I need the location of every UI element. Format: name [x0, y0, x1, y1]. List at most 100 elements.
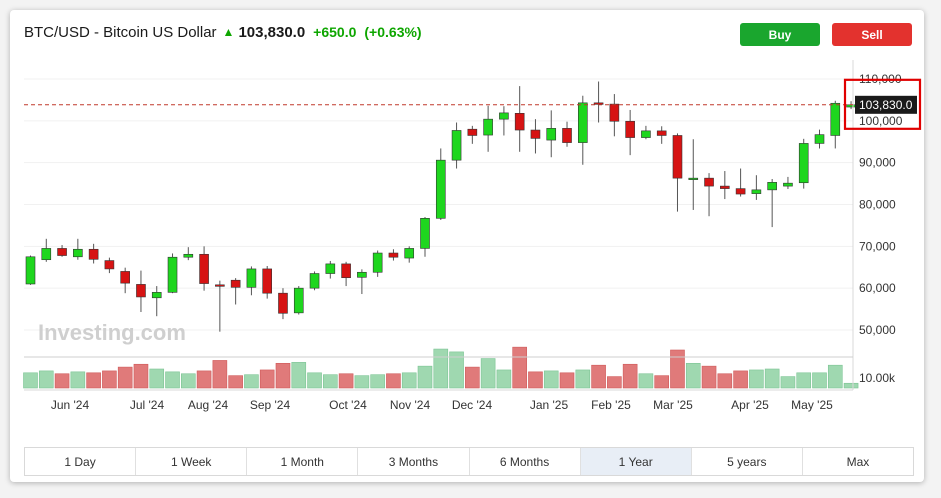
- candle: [704, 173, 714, 217]
- volume-bar: [38, 370, 54, 389]
- y-tick-label: 90,000: [859, 156, 896, 170]
- volume-bar: [543, 370, 559, 389]
- candle: [798, 138, 809, 189]
- x-tick-label: Aug '24: [188, 398, 229, 412]
- candle-body: [151, 292, 162, 299]
- tab-1-month[interactable]: 1 Month: [247, 448, 359, 475]
- instrument-header: BTC/USD - Bitcoin US Dollar ▲ 103,830.0 …: [24, 21, 422, 43]
- tab-1-year[interactable]: 1 Year: [580, 448, 692, 475]
- volume-tick-label: 10.00k: [859, 371, 896, 385]
- candle-body: [593, 102, 604, 105]
- volume-bar: [354, 375, 370, 389]
- candle: [104, 257, 115, 274]
- volume-bar: [401, 372, 417, 389]
- candle-body: [704, 177, 714, 187]
- volume-bar: [228, 375, 243, 389]
- x-tick-label: Nov '24: [390, 398, 431, 412]
- candle-body: [798, 143, 809, 184]
- axes: 50,00060,00070,00080,00090,000100,000110…: [24, 60, 903, 412]
- candle: [404, 246, 415, 263]
- candle-body: [672, 135, 683, 179]
- volume-bar: [717, 373, 733, 389]
- volume-bar: [670, 349, 685, 389]
- candle: [593, 81, 604, 123]
- watermark-text: Investing.com: [38, 320, 186, 345]
- candle-body: [783, 182, 793, 187]
- tab-3-months[interactable]: 3 Months: [358, 448, 470, 475]
- candle: [625, 109, 635, 156]
- current-price-box: [855, 95, 917, 114]
- volume-bar: [291, 362, 307, 389]
- candle-body: [104, 260, 115, 270]
- candle: [167, 253, 178, 294]
- candle: [783, 176, 793, 190]
- volume-bars: [23, 346, 859, 389]
- candle: [751, 175, 762, 200]
- candle: [451, 122, 462, 169]
- price-chart[interactable]: Investing.com 50,000 60,000 70,000 80,000 90…: [10, 10, 924, 440]
- candle-body: [404, 248, 415, 259]
- volume-bar: [827, 364, 843, 389]
- x-tick-label: Sep '24: [250, 398, 291, 412]
- candle-body: [246, 268, 257, 288]
- volume-bar: [196, 370, 212, 389]
- tab-1-day[interactable]: 1 Day: [25, 448, 137, 475]
- current-price-label: 103,830.0: [859, 98, 913, 112]
- up-arrow-icon: ▲: [222, 25, 235, 39]
- y-tick-label: 80,000: [859, 198, 896, 212]
- candle-body: [735, 188, 746, 195]
- sell-button[interactable]: Sell: [832, 23, 912, 46]
- x-tick-label: Feb '25: [591, 398, 631, 412]
- candle: [720, 171, 730, 200]
- volume-bar: [780, 376, 796, 389]
- volume-bar: [480, 358, 496, 389]
- candle: [120, 267, 130, 294]
- volume-bar: [433, 348, 449, 389]
- candle: [467, 125, 478, 144]
- candle-body: [625, 120, 635, 138]
- volume-bar: [149, 368, 165, 389]
- volume-bar: [23, 372, 38, 389]
- candle: [246, 266, 257, 296]
- highlight-box: [843, 78, 922, 130]
- y-tick-label: 50,000: [859, 323, 896, 337]
- candle-body: [57, 248, 67, 256]
- candle: [183, 247, 194, 261]
- volume-bar: [165, 371, 180, 389]
- x-tick-label: Jan '25: [530, 398, 569, 412]
- candle: [278, 288, 288, 320]
- tab-1-week[interactable]: 1 Week: [136, 448, 248, 475]
- last-price: 103,830.0: [238, 23, 306, 41]
- volume-bar: [512, 346, 527, 389]
- volume-bar: [607, 376, 622, 389]
- candle: [57, 245, 67, 257]
- candle: [672, 133, 683, 212]
- candle: [293, 286, 304, 315]
- volume-bar: [244, 374, 259, 389]
- candle-body: [278, 292, 288, 314]
- candle-body: [641, 130, 651, 138]
- volume-bar: [449, 351, 464, 389]
- candle: [388, 249, 399, 261]
- tab-5-years[interactable]: 5 years: [692, 448, 803, 475]
- volume-bar: [212, 360, 228, 389]
- candle-body: [41, 248, 52, 261]
- tab-max[interactable]: Max: [846, 454, 870, 469]
- price-change: +650.0: [313, 24, 357, 40]
- candle-body: [499, 112, 509, 120]
- y-tick-label: 60,000: [859, 281, 896, 295]
- x-tick-label: May '25: [791, 398, 833, 412]
- volume-bar: [259, 369, 275, 389]
- volume-bar: [417, 365, 433, 389]
- candle-body: [609, 103, 620, 122]
- volume-bar: [181, 373, 196, 389]
- volume-bar: [843, 382, 859, 389]
- candle: [656, 126, 667, 144]
- x-tick-label: Mar '25: [653, 398, 693, 412]
- volume-bar: [764, 368, 780, 389]
- tab-6-months[interactable]: 6 Months: [470, 448, 581, 475]
- candle-body: [435, 159, 446, 219]
- candle-body: [215, 284, 225, 287]
- buy-button[interactable]: Buy: [740, 23, 820, 46]
- candle-body: [562, 128, 572, 143]
